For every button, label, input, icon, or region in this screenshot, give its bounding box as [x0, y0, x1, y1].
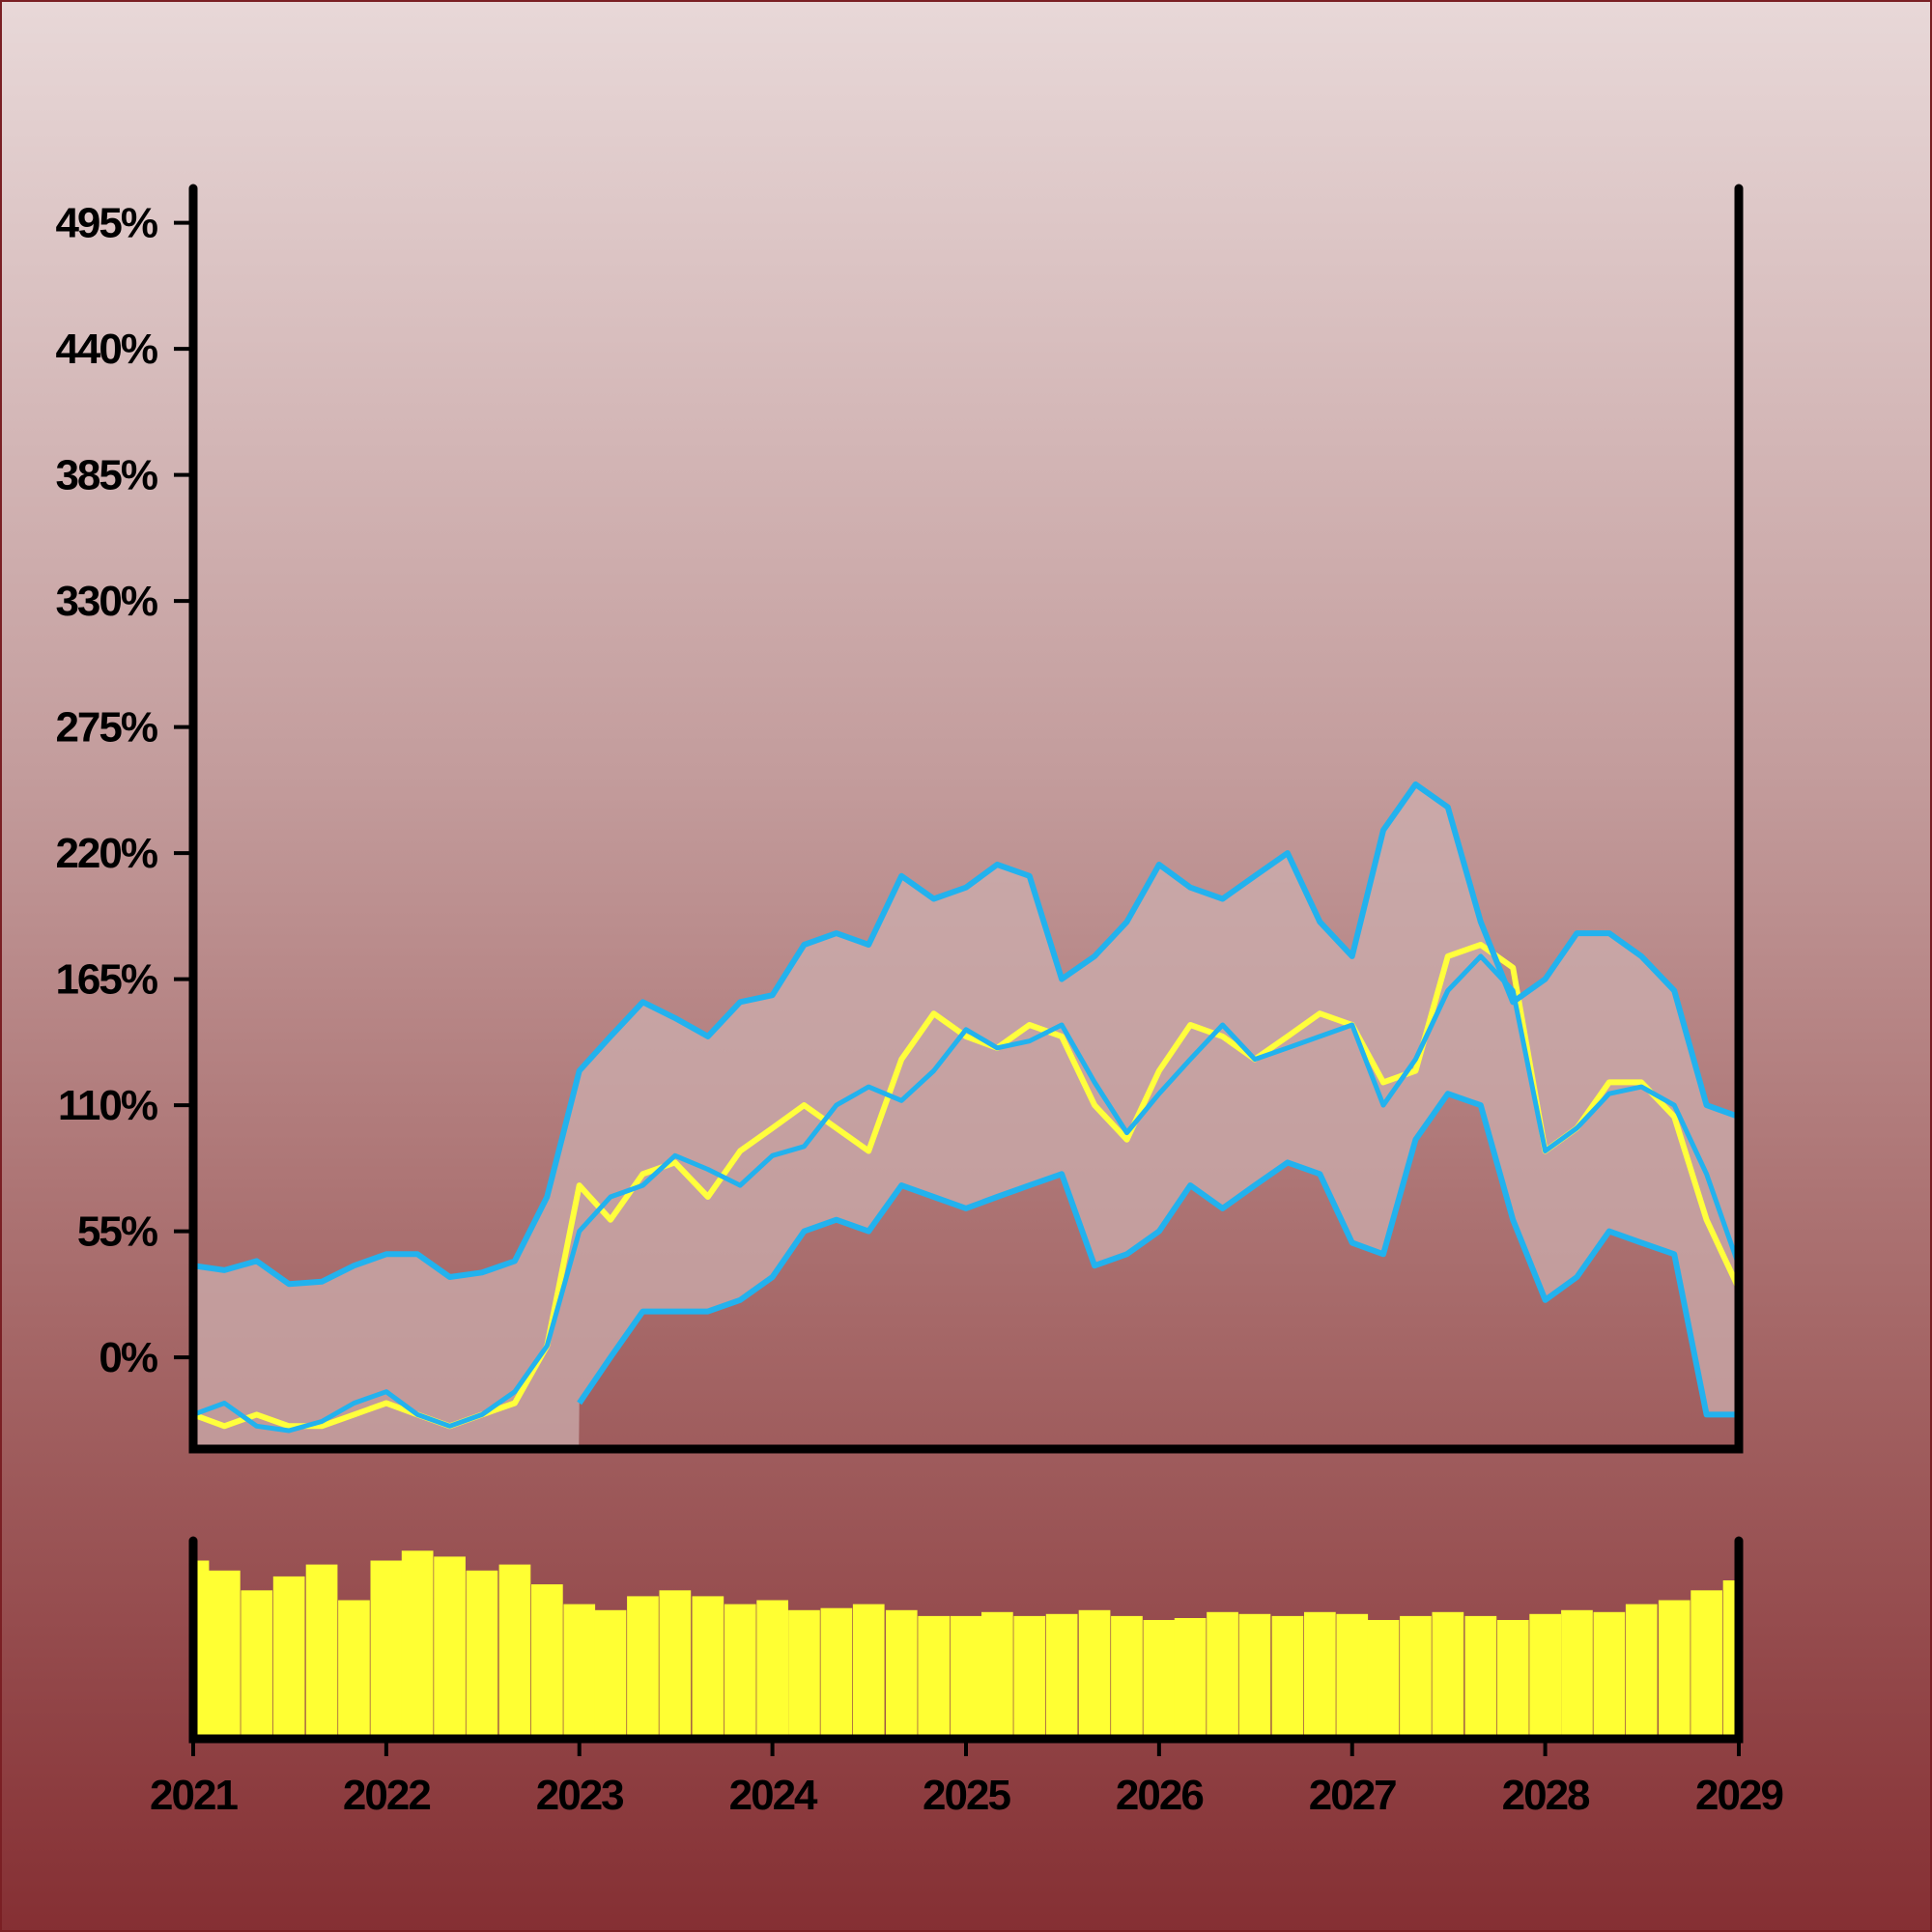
volume-bar: [401, 1550, 434, 1739]
volume-bar: [724, 1604, 756, 1739]
volume-bar: [1336, 1613, 1369, 1739]
x-tick-label: 2023: [536, 1772, 623, 1819]
volume-bar: [370, 1560, 403, 1739]
volume-bar: [466, 1570, 498, 1739]
y-tick-label: 110%: [58, 1082, 157, 1129]
volume-bar: [1529, 1613, 1561, 1739]
volume-bar: [434, 1556, 466, 1739]
lower-band-line: [577, 1091, 1739, 1418]
volume-bar: [981, 1611, 1013, 1739]
volume-bar: [627, 1596, 659, 1739]
volume-bar: [756, 1600, 788, 1739]
volume-bar: [1078, 1609, 1111, 1739]
volume-bar: [1593, 1611, 1626, 1739]
volume-bar: [498, 1564, 531, 1739]
x-tick-label: 2024: [729, 1772, 818, 1819]
volume-bar: [1304, 1611, 1336, 1739]
y-tick-label: 0%: [99, 1334, 156, 1381]
volume-bar: [338, 1600, 370, 1739]
y-tick-label: 275%: [55, 704, 156, 752]
y-tick-label: 165%: [55, 956, 156, 1004]
volume-bar: [1045, 1613, 1078, 1739]
volume-bar: [1464, 1615, 1497, 1739]
x-tick-label: 2029: [1695, 1772, 1782, 1819]
volume-bar: [1111, 1615, 1143, 1739]
volume-bar: [885, 1609, 918, 1739]
upper-band-line: [193, 781, 1739, 1288]
y-tick-label: 440%: [55, 326, 156, 373]
volume-bar: [1238, 1613, 1271, 1739]
volume-bar: [918, 1615, 950, 1739]
band-fill: [193, 783, 1739, 1449]
y-tick-label: 220%: [55, 830, 156, 877]
volume-bar: [531, 1584, 563, 1739]
x-tick-label: 2026: [1116, 1772, 1203, 1819]
volume-bar: [950, 1615, 982, 1739]
volume-bar: [594, 1609, 627, 1739]
moving-average-line: [193, 953, 1739, 1434]
volume-bar: [1625, 1604, 1658, 1739]
x-tick-label: 2025: [923, 1772, 1010, 1819]
volume-bar: [1271, 1615, 1304, 1739]
y-tick-label: 385%: [55, 452, 156, 499]
volume-bar: [1013, 1615, 1046, 1739]
volume-bar: [1143, 1620, 1176, 1739]
volume-bar: [1367, 1620, 1400, 1739]
volume-bar: [305, 1564, 338, 1739]
volume-bar: [1690, 1590, 1722, 1739]
y-tick-label: 330%: [55, 578, 156, 625]
volume-bar: [563, 1604, 596, 1739]
x-tick-label: 2028: [1502, 1772, 1590, 1819]
volume-bar: [1496, 1620, 1529, 1739]
volume-bar: [241, 1590, 273, 1739]
volume-bar: [272, 1576, 305, 1739]
y-tick-label: 495%: [55, 200, 156, 247]
volume-bar: [1432, 1611, 1464, 1739]
volume-bar: [852, 1604, 885, 1739]
volume-bar: [1561, 1609, 1593, 1739]
volume-bar: [788, 1609, 820, 1739]
x-tick-label: 2021: [150, 1772, 238, 1819]
volume-bar: [1658, 1600, 1690, 1739]
price-axis-frame: [188, 184, 1744, 1454]
x-tick-label: 2027: [1309, 1772, 1396, 1819]
volume-bar: [820, 1607, 853, 1739]
volume-bar: [1174, 1618, 1207, 1739]
x-tick-label: 2022: [343, 1772, 430, 1819]
volume-bar: [209, 1570, 241, 1739]
volume-bar: [692, 1596, 724, 1739]
volume-bar: [1207, 1611, 1238, 1739]
volume-bar: [659, 1590, 692, 1739]
y-tick-label: 55%: [77, 1208, 157, 1256]
volume-bar: [1400, 1615, 1432, 1739]
